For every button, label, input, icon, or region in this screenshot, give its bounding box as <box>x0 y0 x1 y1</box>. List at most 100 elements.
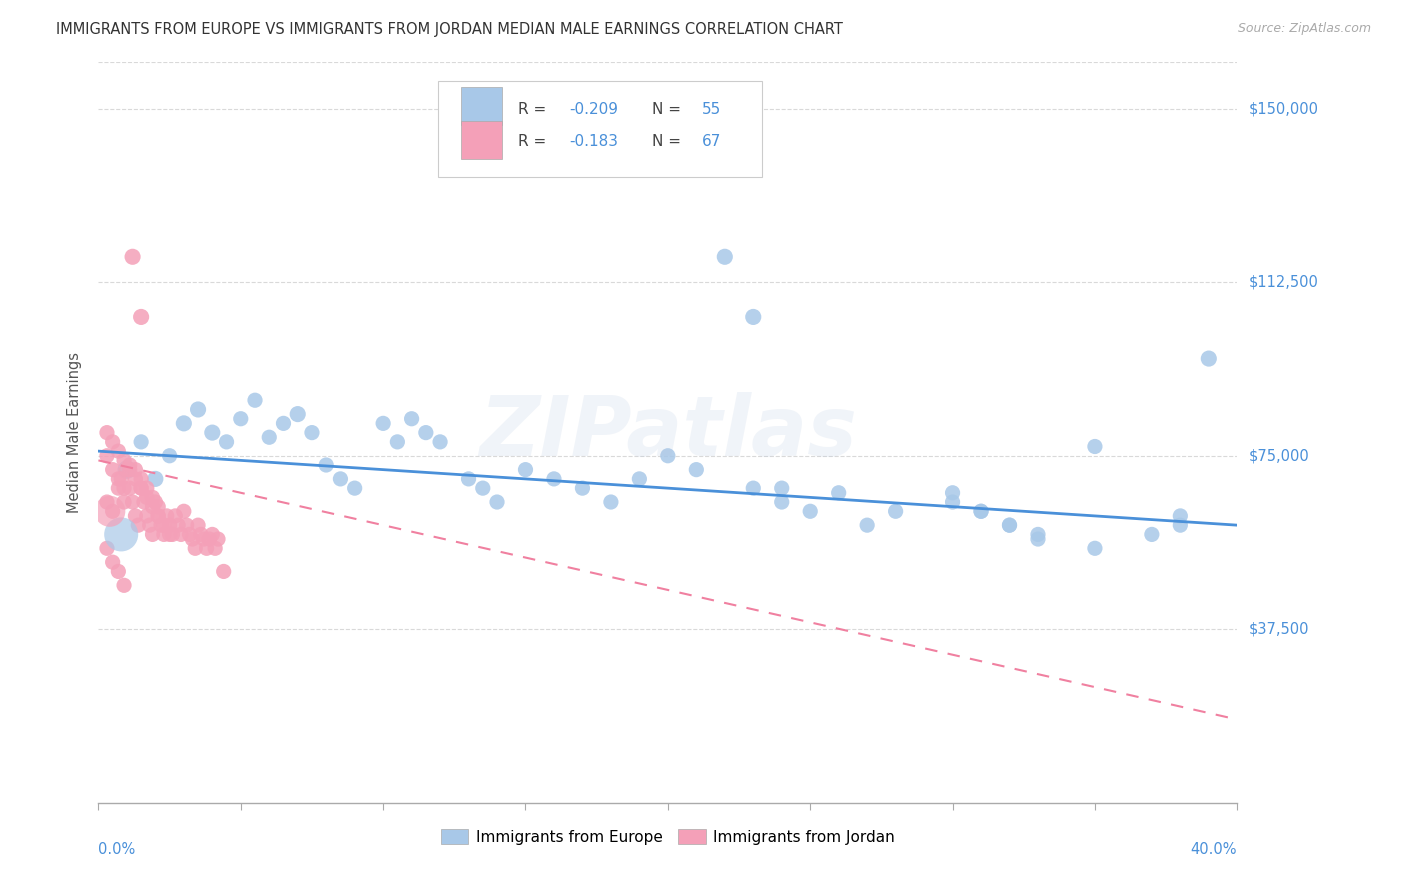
Point <box>315 458 337 472</box>
Point <box>179 527 201 541</box>
Point <box>159 449 181 463</box>
Point <box>198 532 221 546</box>
Text: 40.0%: 40.0% <box>1191 842 1237 856</box>
Point <box>148 508 170 523</box>
Point <box>243 393 266 408</box>
Point <box>1084 440 1107 454</box>
Point <box>101 434 124 449</box>
Point <box>1198 351 1220 366</box>
Point <box>201 425 224 440</box>
Point <box>486 495 509 509</box>
Point <box>115 462 138 476</box>
Point <box>101 555 124 569</box>
Point <box>159 518 181 533</box>
Point <box>150 518 173 533</box>
Point <box>112 481 135 495</box>
Point <box>998 518 1021 533</box>
Point <box>145 472 167 486</box>
Point <box>101 504 124 518</box>
Legend: Immigrants from Europe, Immigrants from Jordan: Immigrants from Europe, Immigrants from … <box>434 822 901 851</box>
Point <box>124 508 146 523</box>
Text: $112,500: $112,500 <box>1249 275 1319 290</box>
Text: $75,000: $75,000 <box>1249 449 1309 463</box>
Point <box>770 495 793 509</box>
Point <box>127 518 149 533</box>
Point <box>193 532 215 546</box>
Point <box>187 402 209 417</box>
Point <box>1084 541 1107 556</box>
Point <box>190 527 212 541</box>
Point <box>301 425 323 440</box>
Point <box>187 518 209 533</box>
Point <box>135 508 157 523</box>
Point <box>107 444 129 458</box>
Text: ZIPatlas: ZIPatlas <box>479 392 856 473</box>
Point <box>121 250 143 264</box>
Point <box>96 495 118 509</box>
Point <box>273 417 295 431</box>
Point <box>176 518 198 533</box>
Point <box>401 411 423 425</box>
Point <box>159 527 181 541</box>
Point <box>124 472 146 486</box>
Point <box>153 527 176 541</box>
Point <box>112 578 135 592</box>
Point <box>215 434 238 449</box>
Point <box>373 417 395 431</box>
Text: 0.0%: 0.0% <box>98 842 135 856</box>
Point <box>156 508 179 523</box>
Point <box>799 504 821 518</box>
Point <box>742 481 765 495</box>
Point <box>96 541 118 556</box>
Point <box>515 462 537 476</box>
Point <box>148 508 170 523</box>
Point <box>112 495 135 509</box>
Point <box>1170 518 1192 533</box>
Point <box>129 481 152 495</box>
Point <box>141 491 163 505</box>
Point <box>173 504 195 518</box>
Text: -0.209: -0.209 <box>569 102 617 117</box>
Point <box>141 527 163 541</box>
FancyBboxPatch shape <box>461 87 502 126</box>
Point <box>129 434 152 449</box>
Point <box>387 434 409 449</box>
Point <box>742 310 765 324</box>
Point <box>165 508 187 523</box>
Point <box>1170 508 1192 523</box>
Point <box>543 472 565 486</box>
Point <box>107 472 129 486</box>
Point <box>329 472 352 486</box>
Point <box>685 462 707 476</box>
Text: N =: N = <box>652 102 686 117</box>
Point <box>132 495 155 509</box>
Point <box>129 472 152 486</box>
Text: $150,000: $150,000 <box>1249 101 1319 116</box>
Point <box>101 462 124 476</box>
Text: $37,500: $37,500 <box>1249 622 1309 637</box>
Text: -0.183: -0.183 <box>569 134 617 149</box>
Point <box>167 518 190 533</box>
Point <box>148 500 170 514</box>
Point <box>287 407 309 421</box>
Point <box>657 449 679 463</box>
Text: N =: N = <box>652 134 686 149</box>
Text: R =: R = <box>517 134 551 149</box>
Point <box>118 458 141 472</box>
Point <box>181 532 204 546</box>
Point <box>571 481 593 495</box>
Point <box>184 541 207 556</box>
Point <box>129 481 152 495</box>
Point <box>856 518 879 533</box>
Point <box>107 481 129 495</box>
Point <box>124 462 146 476</box>
Point <box>600 495 623 509</box>
Y-axis label: Median Male Earnings: Median Male Earnings <box>67 352 83 513</box>
Point <box>118 462 141 476</box>
Point <box>201 527 224 541</box>
Point <box>457 472 479 486</box>
Point <box>129 310 152 324</box>
Point <box>429 434 451 449</box>
FancyBboxPatch shape <box>461 121 502 160</box>
Text: IMMIGRANTS FROM EUROPE VS IMMIGRANTS FROM JORDAN MEDIAN MALE EARNINGS CORRELATIO: IMMIGRANTS FROM EUROPE VS IMMIGRANTS FRO… <box>56 22 844 37</box>
